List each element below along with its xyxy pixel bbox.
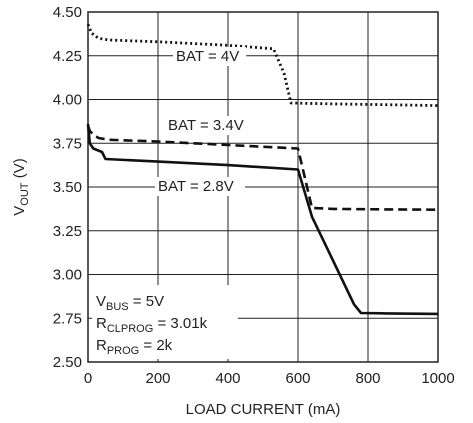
condition-rclprog-sub: CLPROG (107, 323, 153, 335)
x-axis-title: LOAD CURRENT (mA) (186, 401, 341, 418)
y-tick-label-5: 3.75 (53, 135, 82, 152)
y-tick-label-0: 2.50 (53, 354, 82, 371)
y-tick-label-2: 3.00 (53, 267, 82, 284)
condition-rprog-sub: PROG (107, 345, 139, 357)
x-tick-label-2: 400 (215, 370, 240, 387)
condition-rprog-rest: = 2k (139, 337, 172, 354)
series-label-backdrop-0 (173, 47, 247, 66)
x-tick-label-1: 200 (145, 370, 170, 387)
y-axis-title-main: V (11, 206, 28, 216)
y-tick-label-4: 3.50 (53, 179, 82, 196)
series-label-backdrop-1 (165, 116, 255, 135)
tick-labels: 0 200 400 600 800 1000 2.50 2.75 3.00 3.25 3.50 3.7… (53, 4, 455, 387)
condition-vbus-sub: BUS (106, 301, 129, 313)
y-tick-label-8: 4.50 (53, 4, 82, 21)
conditions-backdrop (92, 285, 238, 359)
condition-rprog: RPROG = 2k (96, 337, 173, 357)
y-tick-label-7: 4.25 (53, 48, 82, 65)
x-tick-label-0: 0 (84, 370, 92, 387)
conditions-block: VBUS = 5V RCLPROG = 3.01k RPROG = 2k (92, 285, 238, 359)
x-tick-label-5: 1000 (421, 370, 454, 387)
y-tick-label-1: 2.75 (53, 310, 82, 327)
condition-rclprog-main: R (96, 315, 107, 332)
y-axis-title-sub: OUT (19, 182, 31, 206)
condition-vbus: VBUS = 5V (96, 293, 164, 313)
y-tick-label-3: 3.25 (53, 223, 82, 240)
series-label-backdrop-2 (155, 177, 245, 196)
condition-rclprog: RCLPROG = 3.01k (96, 315, 208, 335)
x-tick-label-3: 600 (285, 370, 310, 387)
y-axis-title: VOUT (V) (11, 158, 31, 215)
y-axis-title-unit: (V) (11, 158, 28, 182)
y-tick-label-6: 4.00 (53, 92, 82, 109)
series-lines (86, 23, 439, 316)
series-labels: BAT = 4V BAT = 3.4V BAT = 2.8V (155, 47, 255, 196)
series-label-1: BAT = 3.4V (168, 117, 244, 134)
condition-rprog-main: R (96, 337, 107, 354)
series-line-dotted (86, 23, 439, 107)
condition-vbus-main: V (96, 293, 106, 310)
series-label-2: BAT = 2.8V (158, 178, 234, 195)
plot-frame (87, 11, 439, 363)
condition-rclprog-rest: = 3.01k (153, 315, 207, 332)
condition-vbus-rest: = 5V (129, 293, 164, 310)
x-tick-label-4: 800 (355, 370, 380, 387)
series-line-solid (86, 123, 439, 316)
grid-lines (87, 11, 439, 363)
series-label-0: BAT = 4V (176, 48, 239, 65)
